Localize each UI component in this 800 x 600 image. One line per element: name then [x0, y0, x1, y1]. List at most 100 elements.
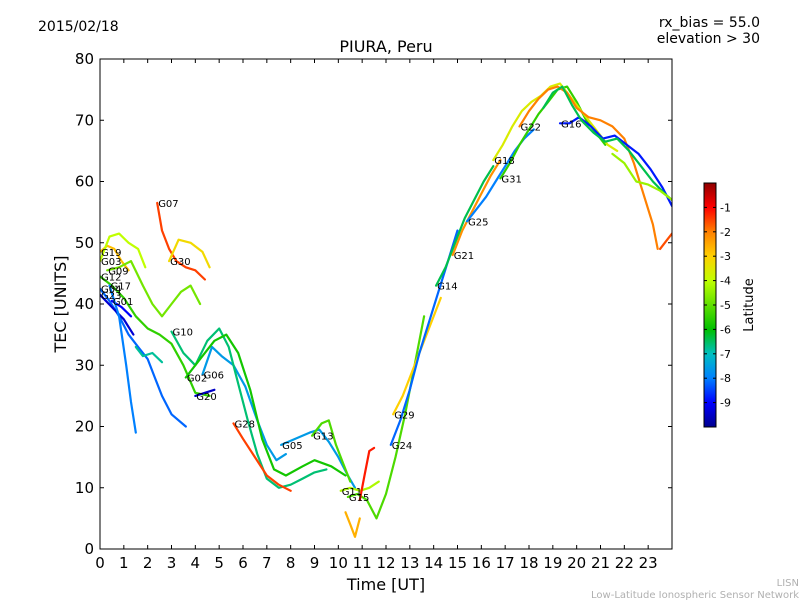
x-tick-layer: 0 1 2 3 4 5 6 7 8 9 10 11 12 13 14 15 16 17 18 19 20 21 22 23 [95, 59, 658, 572]
y-axis-label: TEC [UNITS] [51, 256, 70, 354]
series-line-unlabeled-29 [611, 152, 672, 201]
colorbar-tick-label: -3 [720, 250, 731, 263]
colorbar-tick-label: -4 [720, 275, 731, 288]
elevation-label: elevation > 30 [657, 31, 760, 47]
x-tick-label: 2 [143, 554, 153, 572]
series-label-g24: G24 [392, 441, 412, 452]
x-tick-label: 16 [472, 554, 491, 572]
x-tick-label: 12 [376, 554, 395, 572]
x-tick-label: 19 [543, 554, 562, 572]
series-layer [100, 82, 672, 538]
series-label-g09: G09 [108, 266, 128, 277]
series-label-g30: G30 [170, 257, 190, 268]
x-tick-label: 20 [567, 554, 586, 572]
series-line-g31 [499, 85, 607, 180]
series-label-g23: G23 [101, 291, 121, 302]
colorbar-tick-label: -7 [720, 348, 731, 361]
y-tick-label: 0 [84, 540, 94, 558]
series-label-g13: G13 [313, 432, 333, 443]
series-label-g05: G05 [282, 441, 302, 452]
y-tick-label: 40 [75, 295, 94, 313]
x-tick-label: 5 [214, 554, 224, 572]
series-label-g14: G14 [437, 282, 457, 293]
series-line-g12 [100, 275, 211, 397]
x-tick-label: 15 [448, 554, 467, 572]
series-label-g17: G17 [111, 282, 131, 293]
plot-frame [99, 58, 673, 550]
colorbar-tick-label: -1 [720, 201, 731, 214]
y-tick-label: 30 [75, 356, 94, 374]
x-tick-label: 13 [400, 554, 419, 572]
x-tick-label: 8 [286, 554, 296, 572]
series-line-g13 [311, 419, 352, 483]
colorbar-tick-label: -6 [720, 323, 731, 336]
series-line-g02 [184, 333, 347, 477]
x-tick-label: 14 [424, 554, 443, 572]
series-label-g11: G11 [342, 487, 362, 498]
series-line-g09 [106, 260, 202, 318]
series-label-g22: G22 [521, 122, 541, 133]
series-label-g06: G06 [204, 370, 224, 381]
y-tick-label: 60 [75, 173, 94, 191]
x-tick-label: 23 [639, 554, 658, 572]
series-line-unlabeled-33 [134, 345, 164, 364]
series-label-g29: G29 [394, 410, 414, 421]
y-tick-label: 20 [75, 418, 94, 436]
x-tick-label: 11 [353, 554, 372, 572]
colorbar-tick-label: -8 [720, 372, 731, 385]
footer-network: Low-Latitude Ionospheric Sensor Network [591, 590, 799, 600]
chart-title: PIURA, Peru [339, 37, 432, 56]
series-line-g11 [339, 480, 380, 492]
x-tick-label: 18 [519, 554, 538, 572]
series-line-g20 [194, 388, 216, 397]
x-tick-label: 4 [191, 554, 201, 572]
series-line-g14 [435, 165, 495, 287]
colorbar-tick-layer: -1 -2 -3 -4 -5 -6 -7 -8 -9 [704, 201, 731, 410]
series-label-g28: G28 [235, 419, 255, 430]
x-tick-label: 6 [238, 554, 248, 572]
y-tick-label: 70 [75, 111, 94, 129]
series-line-g18 [492, 82, 619, 162]
x-tick-label: 22 [615, 554, 634, 572]
series-line-unlabeled-31 [344, 511, 361, 538]
series-line-g16 [558, 116, 672, 208]
colorbar-tick-label: -2 [720, 226, 731, 239]
x-tick-label: 3 [167, 554, 177, 572]
rx-bias-label: rx_bias = 55.0 [659, 15, 760, 31]
x-tick-label: 9 [310, 554, 320, 572]
x-tick-label: 10 [329, 554, 348, 572]
series-label-g16: G16 [561, 119, 581, 130]
x-tick-label: 1 [119, 554, 129, 572]
series-label-g07: G07 [158, 199, 178, 210]
series-label-g15: G15 [349, 493, 369, 504]
series-line-g21 [451, 159, 502, 257]
colorbar-tick-label: -9 [720, 397, 731, 410]
x-tick-label: 0 [95, 554, 105, 572]
series-line-unlabeled-30 [658, 232, 672, 250]
series-label-g21: G21 [454, 251, 474, 262]
series-line-g17 [108, 284, 137, 434]
colorbar: -1 -2 -3 -4 -5 -6 -7 -8 -9 Latitude [703, 182, 757, 428]
series-label-g18: G18 [494, 156, 514, 167]
x-tick-label: 21 [591, 554, 610, 572]
series-label-g19: G19 [101, 248, 121, 259]
series-label-g04: G04 [101, 285, 121, 296]
series-line-g10 [170, 327, 328, 489]
series-label-g12: G12 [101, 272, 121, 283]
series-line-unlabeled-32 [358, 446, 376, 502]
series-line-g07 [156, 201, 206, 281]
series-line-g28 [232, 422, 292, 492]
series-label-g31: G31 [501, 174, 521, 185]
x-axis-label: Time [UT] [346, 575, 425, 594]
footer-lisn: LISN [777, 578, 799, 589]
series-line-g06 [201, 345, 287, 462]
series-line-g30 [168, 238, 211, 269]
y-tick-label: 80 [75, 50, 94, 68]
y-tick-label: 10 [75, 479, 94, 497]
series-label-g02: G02 [187, 374, 207, 385]
colorbar-label: Latitude [742, 278, 757, 332]
date-label: 2015/02/18 [38, 19, 119, 35]
series-label-g25: G25 [468, 217, 488, 228]
